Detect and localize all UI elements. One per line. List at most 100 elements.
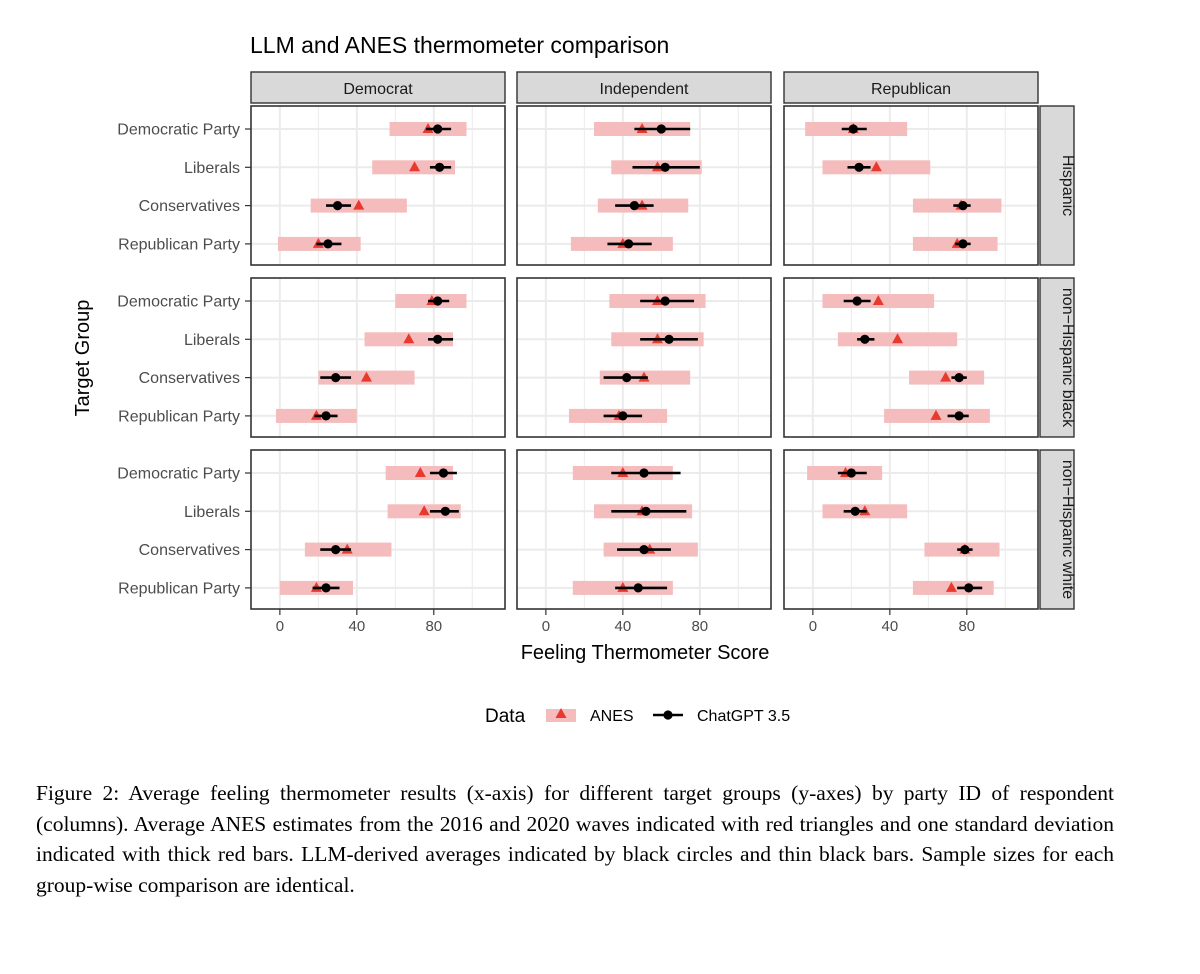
chatgpt-mean-point bbox=[848, 124, 858, 134]
chatgpt-mean-point bbox=[852, 296, 862, 306]
chatgpt-mean-point bbox=[958, 239, 968, 249]
chatgpt-mean-point bbox=[433, 334, 443, 344]
x-tick-label: 0 bbox=[276, 618, 284, 635]
row-strip-label: non−Hispanic black bbox=[1059, 288, 1076, 428]
anes-mean-triangle bbox=[945, 581, 957, 592]
chatgpt-mean-point bbox=[332, 201, 343, 211]
chatgpt-mean-point bbox=[850, 506, 860, 516]
y-tick-label: Democratic Party bbox=[117, 294, 240, 311]
legend-label-chatgpt: ChatGPT 3.5 bbox=[697, 708, 790, 725]
chatgpt-mean-point bbox=[660, 162, 670, 172]
y-tick-label: Republican Party bbox=[118, 236, 240, 253]
marks-non-hispanic-white-independent bbox=[572, 466, 698, 595]
x-axis-title: Feeling Thermometer Score bbox=[521, 642, 770, 664]
chatgpt-mean-point bbox=[629, 201, 639, 211]
chatgpt-mean-point bbox=[331, 373, 341, 383]
y-tick-label: Liberals bbox=[184, 332, 240, 349]
chatgpt-mean-point bbox=[641, 506, 651, 516]
panel-border bbox=[516, 105, 772, 266]
chatgpt-mean-point bbox=[639, 545, 649, 555]
y-tick-label: Conservatives bbox=[139, 542, 240, 559]
chatgpt-mean-point bbox=[331, 545, 341, 555]
y-tick-label: Republican Party bbox=[118, 408, 240, 425]
anes-mean-triangle bbox=[403, 333, 415, 344]
y-tick-label: Democratic Party bbox=[117, 466, 240, 483]
anes-mean-triangle bbox=[870, 161, 882, 172]
chatgpt-mean-point bbox=[954, 411, 964, 421]
anes-mean-triangle bbox=[353, 199, 365, 210]
chatgpt-mean-point bbox=[438, 468, 449, 478]
chatgpt-mean-point bbox=[660, 296, 670, 306]
y-axis-title: Target Group bbox=[72, 300, 94, 417]
chatgpt-mean-point bbox=[656, 124, 666, 134]
chatgpt-mean-point bbox=[860, 334, 870, 344]
chatgpt-mean-point bbox=[854, 162, 864, 172]
marks-non-hispanic-white-republican bbox=[807, 466, 1000, 595]
panel-border bbox=[783, 277, 1039, 438]
chatgpt-mean-point bbox=[434, 162, 445, 172]
chatgpt-mean-point bbox=[440, 506, 450, 516]
row-strip-label: Hispanic bbox=[1059, 155, 1076, 216]
column-strip-label: Independent bbox=[600, 81, 690, 98]
chatgpt-mean-point bbox=[639, 468, 649, 478]
y-tick-label: Democratic Party bbox=[117, 122, 240, 139]
y-tick-label: Conservatives bbox=[139, 370, 240, 387]
marks-non-hispanic-black-democrat bbox=[276, 294, 467, 423]
legend-chatgpt-point bbox=[663, 710, 673, 720]
chatgpt-mean-point bbox=[664, 334, 674, 344]
panel-border bbox=[516, 449, 772, 610]
anes-mean-triangle bbox=[930, 409, 942, 420]
anes-mean-triangle bbox=[418, 505, 430, 516]
row-strip-label: non−Hispanic white bbox=[1059, 460, 1076, 599]
x-tick-label: 40 bbox=[881, 618, 898, 635]
marks-non-hispanic-white-democrat bbox=[279, 466, 461, 595]
y-tick-label: Liberals bbox=[184, 504, 240, 521]
y-tick-label: Republican Party bbox=[118, 580, 240, 597]
column-strip-label: Democrat bbox=[343, 81, 413, 98]
marks-hispanic-independent bbox=[570, 122, 702, 251]
facet-chart: LLM and ANES thermometer comparison Demo… bbox=[72, 32, 1076, 727]
panel-border bbox=[516, 277, 772, 438]
legend-label-anes: ANES bbox=[590, 708, 634, 725]
legend-title: Data bbox=[485, 706, 526, 727]
y-tick-label: Liberals bbox=[184, 160, 240, 177]
chatgpt-mean-point bbox=[960, 545, 970, 555]
anes-mean-triangle bbox=[872, 295, 884, 305]
panel-border bbox=[783, 105, 1039, 266]
chart-title: LLM and ANES thermometer comparison bbox=[250, 32, 669, 58]
panel-border bbox=[783, 449, 1039, 610]
chatgpt-mean-point bbox=[624, 239, 634, 249]
column-strip-independent bbox=[516, 71, 772, 104]
x-tick-label: 80 bbox=[958, 618, 975, 635]
chatgpt-mean-point bbox=[633, 583, 643, 593]
anes-mean-triangle bbox=[409, 161, 421, 172]
x-tick-label: 80 bbox=[425, 618, 442, 635]
row-strip-hispanic bbox=[1039, 105, 1075, 266]
chatgpt-mean-point bbox=[433, 124, 443, 134]
chatgpt-mean-point bbox=[846, 468, 856, 478]
column-strip-label: Republican bbox=[871, 81, 951, 98]
chatgpt-mean-point bbox=[622, 373, 632, 383]
anes-mean-triangle bbox=[892, 333, 904, 344]
panels-layer: Democrat Independent Republican Hispanic non… bbox=[117, 71, 1076, 635]
column-strip-democrat bbox=[250, 71, 506, 104]
x-tick-label: 80 bbox=[691, 618, 708, 635]
row-strip-non-hispanic-black bbox=[1039, 277, 1075, 438]
marks-non-hispanic-black-independent bbox=[568, 294, 706, 423]
chatgpt-mean-point bbox=[433, 296, 443, 306]
chatgpt-mean-point bbox=[321, 583, 331, 593]
x-tick-label: 40 bbox=[614, 618, 631, 635]
anes-mean-triangle bbox=[360, 371, 372, 382]
y-tick-label: Conservatives bbox=[139, 198, 240, 215]
chatgpt-mean-point bbox=[954, 373, 964, 383]
panel-non-hispanic-white-republican bbox=[784, 450, 1038, 609]
panel-border bbox=[250, 277, 506, 438]
legend-anes-triangle bbox=[555, 708, 567, 718]
panel-border bbox=[250, 105, 506, 266]
row-strip-non-hispanic-white bbox=[1039, 449, 1075, 610]
panel-border bbox=[250, 449, 506, 610]
figure-caption: Figure 2: Average feeling thermometer re… bbox=[36, 781, 1114, 897]
legend: Data ANES ChatGPT 3.5 bbox=[485, 706, 790, 727]
column-strip-republican bbox=[783, 71, 1039, 104]
marks-hispanic-republican bbox=[805, 122, 1002, 251]
